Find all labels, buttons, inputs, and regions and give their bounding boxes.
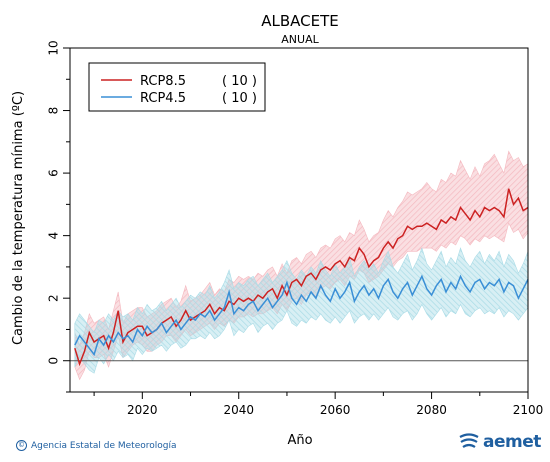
series-lines: [74, 188, 529, 367]
y-tick-label: 6: [47, 169, 61, 177]
legend: RCP8.5 ( 10 ) RCP4.5 ( 10 ): [88, 62, 266, 112]
uncertainty-bands: [74, 150, 529, 381]
line-rcp45: [74, 274, 529, 357]
y-tick-label: 8: [47, 107, 61, 115]
y-axis: 0 2 4 6 8 10: [47, 40, 70, 393]
x-tick-label: 2040: [223, 403, 254, 417]
x-tick-label: 2080: [416, 403, 447, 417]
aemet-logo: aemet: [458, 432, 541, 452]
x-tick-label: 2020: [127, 403, 158, 417]
legend-label-rcp85: RCP8.5: [140, 74, 186, 89]
aemet-logo-icon: [459, 433, 479, 448]
footer-credit: © Agencia Estatal de Meteorología: [16, 440, 177, 451]
legend-box: [88, 62, 266, 112]
y-tick-label: 0: [47, 357, 61, 365]
copyright-icon: ©: [16, 440, 27, 451]
plot-frame: [69, 47, 529, 393]
y-tick-label: 10: [47, 40, 61, 55]
agency-name: Agencia Estatal de Meteorología: [31, 440, 177, 451]
x-axis: 2020 2040 2060 2080 2100: [93, 392, 544, 417]
y-tick-label: 4: [47, 232, 61, 240]
y-tick-label: 2: [47, 294, 61, 302]
y-axis-label: Cambio de la temperatura mínima (ºC): [11, 91, 26, 345]
x-tick-label: 2100: [513, 403, 544, 417]
x-axis-label: Año: [287, 433, 312, 448]
chart-subtitle: ANUAL: [281, 33, 319, 46]
chart-title: ALBACETE: [261, 12, 339, 30]
line-rcp85: [74, 188, 529, 367]
x-tick-label: 2060: [320, 403, 351, 417]
legend-count-rcp45: ( 10 ): [222, 91, 257, 106]
legend-label-rcp45: RCP4.5: [140, 91, 186, 106]
aemet-logo-text: aemet: [483, 432, 541, 452]
legend-count-rcp85: ( 10 ): [222, 74, 257, 89]
